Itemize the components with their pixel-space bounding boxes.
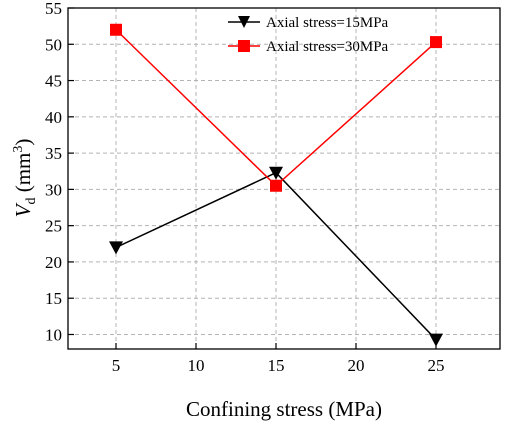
x-tick-label: 5 bbox=[112, 356, 121, 375]
y-tick-label: 45 bbox=[45, 72, 62, 91]
y-tick-label: 25 bbox=[45, 217, 62, 236]
legend-label-series-2: Axial stress=30MPa bbox=[266, 39, 389, 55]
y-tick-label: 10 bbox=[45, 325, 62, 344]
y-axis-label-unit-close: ) bbox=[11, 139, 35, 146]
y-tick-label: 15 bbox=[45, 289, 62, 308]
axis-ticks bbox=[68, 7, 437, 349]
y-tick-label: 40 bbox=[45, 108, 62, 127]
x-tick-label: 15 bbox=[268, 356, 285, 375]
data-point-series-2 bbox=[270, 179, 282, 192]
data-point-series-1 bbox=[109, 241, 123, 255]
data-point-series-2 bbox=[430, 36, 442, 49]
y-tick-label: 35 bbox=[45, 144, 62, 163]
x-tick-label: 25 bbox=[428, 356, 445, 375]
y-axis-label-subscript: d bbox=[24, 198, 39, 205]
y-tick-label: 50 bbox=[45, 35, 62, 54]
y-tick-label: 20 bbox=[45, 253, 62, 272]
y-axis-label-unit: (mm bbox=[11, 153, 35, 198]
y-axis-label-unit-superscript: 3 bbox=[11, 146, 26, 153]
x-tick-label: 10 bbox=[188, 356, 205, 375]
data-point-series-2 bbox=[110, 23, 122, 36]
legend-label-series-1: Axial stress=15MPa bbox=[266, 15, 389, 31]
data-point-series-1 bbox=[429, 333, 443, 347]
y-axis-label: Vd (mm3) bbox=[11, 139, 39, 218]
legend: Axial stress=15MPa Axial stress=30MPa bbox=[228, 15, 389, 55]
plot-frame bbox=[67, 7, 501, 350]
y-tick-label: 30 bbox=[45, 180, 62, 199]
x-tick-labels: 5 10 15 20 25 bbox=[112, 356, 445, 375]
legend-marker-series-2 bbox=[238, 40, 250, 52]
x-tick-label: 20 bbox=[348, 356, 365, 375]
series-markers bbox=[109, 23, 443, 347]
y-axis-label-main: V bbox=[11, 202, 35, 217]
y-tick-labels: 10 15 20 25 30 35 40 45 50 55 bbox=[45, 0, 62, 344]
y-tick-label: 55 bbox=[45, 0, 62, 18]
legend-marker-series-1 bbox=[238, 16, 250, 28]
data-point-series-1 bbox=[269, 166, 283, 180]
x-axis-label: Confining stress (MPa) bbox=[186, 397, 382, 421]
